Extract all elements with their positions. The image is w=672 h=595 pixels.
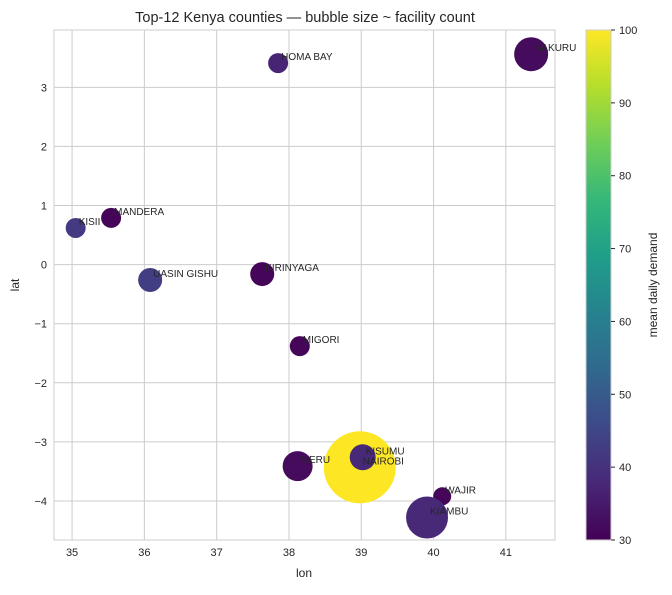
county-label: MERU <box>301 455 330 466</box>
chart-title: Top-12 Kenya counties — bubble size ~ fa… <box>135 10 475 26</box>
y-axis-label: lat <box>8 278 22 291</box>
bubble-homa-bay <box>268 53 289 74</box>
colorbar-tick-label: 30 <box>619 535 631 547</box>
colorbar-tick-label: 80 <box>619 171 631 183</box>
bubble-kisii <box>65 217 86 238</box>
county-label: WAJIR <box>445 485 476 496</box>
county-label: MIGORI <box>303 335 340 346</box>
county-label: MANDERA <box>114 207 164 218</box>
x-tick-label: 35 <box>66 547 78 559</box>
y-tick-label: −1 <box>34 319 47 331</box>
county-label: HOMA BAY <box>281 52 333 63</box>
colorbar-tick-label: 60 <box>619 316 631 328</box>
x-tick-label: 38 <box>283 547 295 559</box>
plot-frame <box>53 29 556 541</box>
bubble-migori <box>289 336 310 357</box>
colorbar-tick-label: 70 <box>619 244 631 256</box>
bubble-kirinyaga <box>250 262 275 287</box>
colorbar-tick-label: 40 <box>619 462 631 474</box>
y-tick-label: −4 <box>34 496 47 508</box>
x-tick-label: 41 <box>500 547 512 559</box>
county-label: KIAMBU <box>430 507 468 518</box>
county-label: UASIN GISHU <box>153 269 218 280</box>
bubble-kisumu <box>349 444 376 471</box>
colorbar-tick-label: 50 <box>619 389 631 401</box>
x-axis-label: lon <box>296 566 312 580</box>
x-tick-label: 40 <box>427 547 439 559</box>
y-tick-label: 3 <box>41 82 47 94</box>
colorbar-tick-label: 90 <box>619 98 631 110</box>
county-label: KISII <box>79 217 101 228</box>
y-tick-label: 2 <box>41 141 47 153</box>
bubble-mandera <box>101 207 122 228</box>
y-tick-label: −2 <box>34 378 47 390</box>
county-label: KISUMU <box>366 446 405 457</box>
county-label: NAIROBI <box>363 456 404 467</box>
x-tick-label: 39 <box>355 547 367 559</box>
bubble-uasin-gishu <box>138 267 163 292</box>
bubble-meru <box>282 451 313 482</box>
colorbar-label: mean daily demand <box>646 233 660 338</box>
y-tick-label: −3 <box>34 437 47 449</box>
y-tick-label: 1 <box>41 201 47 213</box>
bubble-kiambu <box>406 496 449 539</box>
y-tick-label: 0 <box>41 260 47 272</box>
x-tick-label: 37 <box>211 547 223 559</box>
bubble-nakuru <box>514 37 549 72</box>
colorbar-tick-label: 100 <box>619 25 637 37</box>
county-label: KIRINYAGA <box>265 263 319 274</box>
colorbar <box>585 29 612 541</box>
x-tick-label: 36 <box>138 547 150 559</box>
